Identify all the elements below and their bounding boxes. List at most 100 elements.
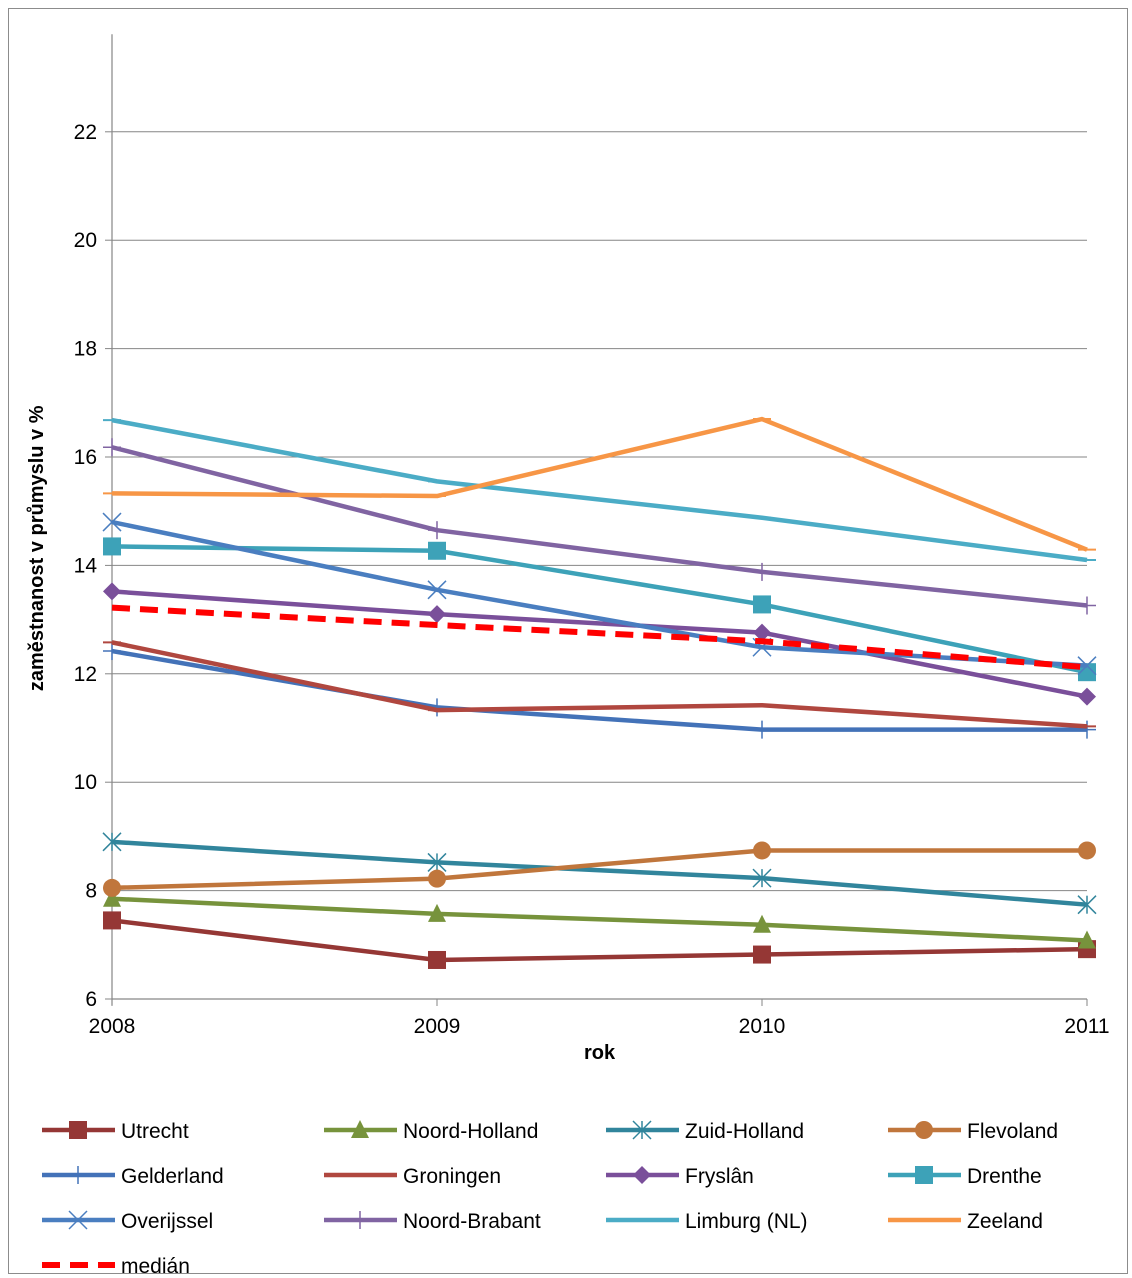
series-line: [111, 896, 1088, 943]
series-line: [111, 648, 1087, 732]
marker-square: [428, 541, 446, 560]
legend-item: Limburg (NL): [606, 1210, 808, 1233]
legend-label: Groningen: [403, 1165, 501, 1188]
legend-label: Zuid-Holland: [685, 1120, 804, 1143]
marker-square: [103, 911, 121, 930]
y-axis-title: zaměstnanost v průmyslu v %: [26, 405, 48, 691]
marker-square: [753, 595, 771, 614]
legend-item: Drenthe: [888, 1165, 1042, 1188]
marker-plus: [1078, 596, 1096, 615]
legend-label: Gelderland: [121, 1165, 224, 1188]
series-line: [111, 417, 1088, 563]
series-drenthe: [103, 537, 1096, 682]
legend-item: Gelderland: [42, 1165, 224, 1188]
legend-label: Drenthe: [967, 1165, 1042, 1188]
marker-circle: [428, 869, 446, 888]
axes: [105, 34, 1088, 1006]
series-limburg-nl-: [103, 417, 1096, 563]
series-line: [111, 848, 1087, 891]
marker-x: [68, 1210, 88, 1230]
legend-item: Zeeland: [888, 1210, 1043, 1233]
y-tick-label: 12: [74, 663, 97, 686]
y-tick-label: 10: [74, 771, 97, 794]
series-groningen: [103, 640, 1096, 729]
marker-plus: [103, 642, 121, 661]
series-overijssel: [102, 512, 1097, 676]
marker-x: [427, 580, 447, 600]
legend-label: Fryslân: [685, 1165, 754, 1188]
marker-plus: [753, 562, 771, 581]
y-tick-label: 6: [85, 988, 97, 1011]
legend-item: Noord-Holland: [324, 1120, 538, 1143]
series-line: [111, 839, 1088, 907]
series-line: [111, 445, 1088, 608]
series-noord-holland: [103, 888, 1096, 949]
series-zuid-holland: [102, 832, 1097, 915]
marker-square: [1078, 663, 1096, 682]
legend-item: medián: [42, 1255, 190, 1273]
x-axis-title: rok: [584, 1042, 616, 1064]
legend-item: Zuid-Holland: [606, 1120, 804, 1143]
y-tick-labels: 6 8 10 12 14 16 18 20 22: [74, 121, 98, 1011]
marker-diamond: [753, 623, 771, 642]
series-flevoland: [103, 841, 1096, 897]
marker-triangle: [1078, 930, 1096, 949]
legend-label: Limburg (NL): [685, 1210, 808, 1233]
marker-diamond: [1078, 687, 1096, 706]
series-line: [111, 918, 1088, 963]
legend-label: Noord-Holland: [403, 1120, 538, 1143]
series-lines: [102, 416, 1097, 969]
legend-label: Utrecht: [121, 1120, 189, 1143]
series-medi-n: [111, 604, 1088, 671]
marker-plus: [1078, 720, 1096, 739]
y-tick-label: 20: [74, 229, 97, 252]
marker-circle: [915, 1121, 933, 1139]
marker-circle: [103, 878, 121, 897]
marker-plus: [69, 1166, 87, 1184]
marker-square: [103, 537, 121, 556]
x-tick-label: 2010: [739, 1015, 786, 1038]
marker-triangle: [351, 1120, 369, 1138]
y-tick-label: 22: [74, 121, 97, 144]
legend-item: Flevoland: [888, 1120, 1058, 1143]
legend-label: Flevoland: [967, 1120, 1058, 1143]
marker-plus: [103, 438, 121, 457]
legend-label: medián: [121, 1255, 190, 1273]
x-tick-labels: 2008 2009 2010 2011: [89, 1015, 1110, 1038]
series-gelderland: [103, 642, 1096, 739]
marker-asterisk: [427, 852, 447, 872]
line-chart: 6 8 10 12 14 16 18 20 22 2008 2009 2010 2011 zaměst…: [26, 34, 1110, 1273]
y-tick-label: 16: [74, 446, 97, 469]
legend-label: Zeeland: [967, 1210, 1043, 1233]
marker-asterisk: [632, 1120, 652, 1140]
marker-triangle: [428, 903, 446, 922]
legend-item: Groningen: [324, 1165, 501, 1188]
series-line: [111, 589, 1088, 699]
marker-circle: [753, 841, 771, 860]
marker-plus: [753, 720, 771, 739]
marker-circle: [1078, 841, 1096, 860]
marker-plus: [428, 521, 446, 540]
marker-x: [1077, 656, 1097, 676]
marker-square: [428, 950, 446, 969]
y-tick-label: 14: [74, 554, 98, 577]
marker-asterisk: [1077, 895, 1097, 915]
marker-asterisk: [752, 868, 772, 888]
marker-square: [69, 1121, 87, 1139]
x-tick-label: 2009: [414, 1015, 461, 1038]
y-tick-label: 18: [74, 338, 97, 361]
marker-triangle: [103, 888, 121, 907]
x-tick-label: 2008: [89, 1015, 136, 1038]
legend-item: Noord-Brabant: [324, 1210, 541, 1233]
series-noord-brabant: [103, 438, 1096, 615]
marker-asterisk: [102, 832, 122, 852]
legend-label: Overijssel: [121, 1210, 213, 1233]
y-tick-label: 8: [85, 880, 97, 903]
marker-x: [102, 512, 122, 532]
series-line: [111, 416, 1088, 552]
marker-triangle: [753, 914, 771, 933]
x-tick-label: 2011: [1064, 1015, 1109, 1038]
marker-square: [753, 945, 771, 964]
legend-label: Noord-Brabant: [403, 1210, 541, 1233]
marker-diamond: [633, 1166, 651, 1184]
